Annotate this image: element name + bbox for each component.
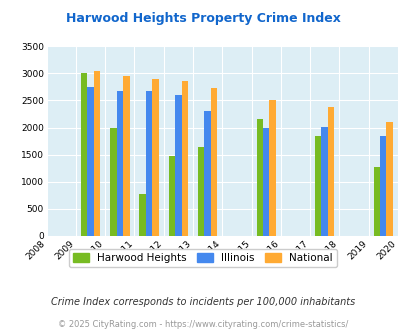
- Bar: [94, 71, 100, 236]
- Text: Harwood Heights Property Crime Index: Harwood Heights Property Crime Index: [65, 12, 340, 24]
- Bar: [314, 136, 321, 236]
- Bar: [269, 100, 275, 236]
- Bar: [145, 91, 152, 236]
- Bar: [327, 107, 334, 236]
- Bar: [87, 87, 94, 236]
- Bar: [256, 119, 262, 236]
- Bar: [198, 147, 204, 236]
- Bar: [386, 121, 392, 236]
- Bar: [373, 167, 379, 236]
- Bar: [110, 127, 116, 236]
- Bar: [175, 95, 181, 236]
- Bar: [152, 79, 158, 236]
- Bar: [181, 81, 188, 236]
- Bar: [168, 156, 175, 236]
- Text: © 2025 CityRating.com - https://www.cityrating.com/crime-statistics/: © 2025 CityRating.com - https://www.city…: [58, 320, 347, 329]
- Bar: [210, 88, 217, 236]
- Text: Crime Index corresponds to incidents per 100,000 inhabitants: Crime Index corresponds to incidents per…: [51, 297, 354, 307]
- Legend: Harwood Heights, Illinois, National: Harwood Heights, Illinois, National: [69, 249, 336, 267]
- Bar: [262, 127, 269, 236]
- Bar: [379, 136, 386, 236]
- Bar: [123, 76, 129, 236]
- Bar: [139, 194, 145, 236]
- Bar: [321, 127, 327, 236]
- Bar: [81, 73, 87, 236]
- Bar: [116, 91, 123, 236]
- Bar: [204, 111, 210, 236]
